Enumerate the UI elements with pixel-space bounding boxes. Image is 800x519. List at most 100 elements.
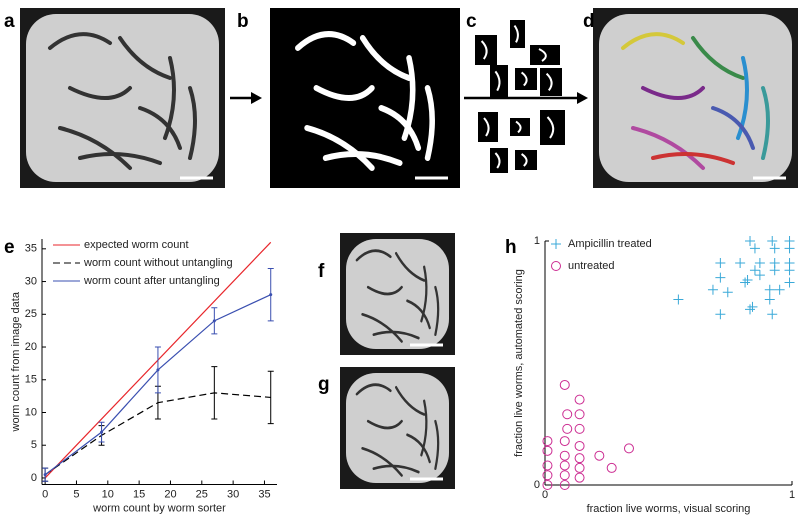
worm bbox=[538, 48, 547, 62]
marker bbox=[764, 294, 775, 305]
worm bbox=[355, 383, 392, 396]
marker bbox=[747, 301, 758, 312]
marker bbox=[769, 265, 780, 276]
image-field bbox=[26, 14, 219, 182]
x-tick-label: 1 bbox=[789, 489, 795, 501]
x-tick-label: 30 bbox=[227, 488, 239, 500]
marker bbox=[784, 243, 795, 254]
marker bbox=[745, 304, 756, 315]
marker bbox=[749, 265, 760, 276]
worm bbox=[304, 125, 375, 171]
worm bbox=[188, 86, 197, 160]
worms bbox=[295, 31, 435, 171]
y-tick-label: 25 bbox=[25, 308, 37, 320]
worm bbox=[406, 433, 431, 464]
marker bbox=[559, 379, 570, 390]
y-tick-label: 30 bbox=[25, 275, 37, 287]
marker bbox=[594, 450, 605, 461]
panel-label: a bbox=[4, 11, 15, 32]
worm bbox=[78, 152, 162, 165]
worm bbox=[520, 71, 528, 87]
marker bbox=[715, 309, 726, 320]
image-field bbox=[599, 14, 792, 182]
marker bbox=[745, 236, 756, 246]
marker bbox=[542, 436, 553, 447]
worm bbox=[420, 265, 428, 323]
x-tick-label: 15 bbox=[133, 488, 145, 500]
point bbox=[269, 293, 273, 297]
marker bbox=[735, 257, 746, 268]
marker bbox=[767, 309, 778, 320]
worm bbox=[621, 32, 685, 50]
worm bbox=[359, 35, 412, 81]
worm bbox=[163, 56, 176, 140]
worm bbox=[420, 399, 428, 457]
worm bbox=[761, 86, 770, 160]
worm bbox=[494, 152, 501, 169]
worm bbox=[434, 285, 440, 337]
worm bbox=[295, 31, 357, 51]
x-axis-label: worm count by worm sorter bbox=[92, 502, 226, 514]
worm bbox=[68, 86, 132, 100]
legend-label: worm count without untangling bbox=[83, 257, 233, 269]
panel-label: c bbox=[466, 11, 477, 32]
y-tick-label: 35 bbox=[25, 243, 37, 255]
marker bbox=[740, 277, 751, 288]
worm bbox=[480, 40, 488, 60]
panel-label: f bbox=[318, 261, 325, 282]
worm bbox=[711, 106, 755, 150]
worm bbox=[424, 85, 435, 161]
worm bbox=[138, 106, 182, 150]
marker bbox=[542, 470, 553, 481]
worm bbox=[494, 70, 501, 92]
worm bbox=[355, 249, 392, 262]
marker bbox=[542, 480, 553, 490]
marker bbox=[769, 243, 780, 254]
marker bbox=[562, 409, 573, 420]
x-tick-label: 5 bbox=[73, 488, 79, 500]
error-bar bbox=[267, 370, 274, 425]
worms bbox=[355, 383, 440, 477]
worm bbox=[401, 55, 416, 141]
worm bbox=[483, 117, 490, 137]
y-axis-label: fraction live worms, automated scoring bbox=[513, 269, 525, 457]
y-tick-label: 0 bbox=[31, 472, 37, 484]
worm bbox=[366, 419, 403, 430]
marker bbox=[574, 472, 585, 483]
x-tick-label: 20 bbox=[164, 488, 176, 500]
worm bbox=[631, 126, 705, 170]
worm bbox=[515, 120, 522, 134]
worm bbox=[48, 32, 112, 50]
worm bbox=[372, 330, 420, 340]
marker bbox=[574, 423, 585, 434]
worm bbox=[406, 299, 431, 330]
marker bbox=[764, 284, 775, 295]
error-bar bbox=[211, 366, 218, 420]
legend-label: Ampicillin treated bbox=[568, 238, 652, 250]
worm bbox=[521, 153, 528, 167]
marker bbox=[774, 284, 785, 295]
legend-swatch bbox=[551, 239, 561, 249]
panel-label: h bbox=[505, 237, 517, 258]
worm bbox=[58, 126, 132, 170]
marker bbox=[784, 265, 795, 276]
marker bbox=[574, 394, 585, 405]
x-tick-label: 0 bbox=[542, 489, 548, 501]
x-tick-label: 0 bbox=[42, 488, 48, 500]
marker bbox=[542, 460, 553, 471]
worm bbox=[366, 285, 403, 296]
x-tick-label: 25 bbox=[196, 488, 208, 500]
marker bbox=[606, 462, 617, 473]
point bbox=[43, 473, 47, 477]
worm bbox=[372, 464, 420, 474]
x-tick-label: 35 bbox=[258, 488, 270, 500]
worm bbox=[322, 151, 403, 166]
marker bbox=[574, 440, 585, 451]
marker bbox=[542, 445, 553, 456]
marker bbox=[754, 270, 765, 281]
worms bbox=[355, 249, 440, 343]
marker bbox=[623, 443, 634, 454]
y-tick-label: 10 bbox=[25, 406, 37, 418]
worm bbox=[434, 419, 440, 471]
worm bbox=[641, 86, 705, 100]
